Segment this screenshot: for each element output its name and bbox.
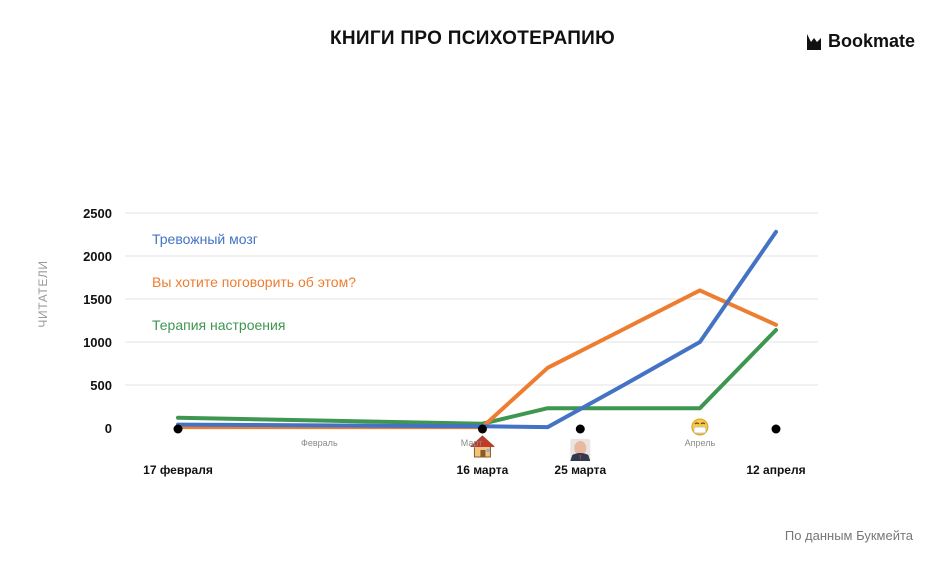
x-date-label: 17 февраля (143, 463, 213, 477)
chart-title: КНИГИ ПРО ПСИХОТЕРАПИЮ (329, 28, 616, 49)
x-date-label: 25 марта (554, 463, 606, 477)
house-window (486, 449, 490, 452)
date-marker-dot (575, 424, 585, 434)
grid-lines (125, 212, 818, 386)
y-tick-label: 1500 (83, 292, 112, 307)
month-labels: Февраль Март Апрель (301, 418, 716, 448)
y-tick-label: 2500 (83, 206, 112, 221)
month-label: Март (461, 438, 483, 448)
date-marker-dot (477, 424, 487, 434)
bookmate-logo[interactable]: Bookmate (806, 31, 915, 52)
portrait-tie (579, 455, 582, 461)
brand-name: Bookmate (828, 31, 916, 51)
y-tick-label: 0 (105, 421, 112, 436)
mask-cloth (693, 426, 707, 434)
y-axis-label: ЧИТАТЕЛИ (36, 260, 50, 327)
legend-entry: Терапия настроения (152, 317, 285, 333)
month-label: Апрель (685, 438, 716, 448)
date-markers (173, 424, 781, 461)
y-tick-label: 500 (90, 378, 112, 393)
legend-entry: Тревожный мозг (152, 231, 258, 247)
x-date-label: 16 марта (457, 463, 509, 477)
legend-entry: Вы хотите поговорить об этом? (152, 274, 356, 290)
house-roof (470, 436, 495, 447)
house-door (480, 450, 486, 457)
x-axis-date-labels: 17 февраля 16 марта 25 марта 12 апреля (143, 463, 805, 477)
x-date-label: 12 апреля (746, 463, 805, 477)
house-icon (470, 435, 495, 458)
portrait-face (574, 441, 587, 455)
face-portrait-icon (570, 439, 591, 461)
date-marker-dot (771, 424, 781, 434)
y-tick-label: 1000 (83, 335, 112, 350)
legend: Тревожный мозг Вы хотите поговорить об эт… (152, 231, 356, 333)
date-marker-dot (173, 424, 183, 434)
y-axis-ticks: 0 500 1000 1500 2000 2500 (83, 206, 112, 436)
y-tick-label: 2000 (83, 249, 112, 264)
month-label: Февраль (301, 438, 338, 448)
mask-face-icon (691, 418, 709, 436)
series-lines (176, 229, 778, 430)
bookmate-logo-icon (807, 33, 821, 50)
source-note: По данным Букмейта (784, 528, 913, 543)
series-line (176, 328, 778, 426)
mask-eyes (694, 422, 706, 425)
series-line (176, 229, 778, 430)
